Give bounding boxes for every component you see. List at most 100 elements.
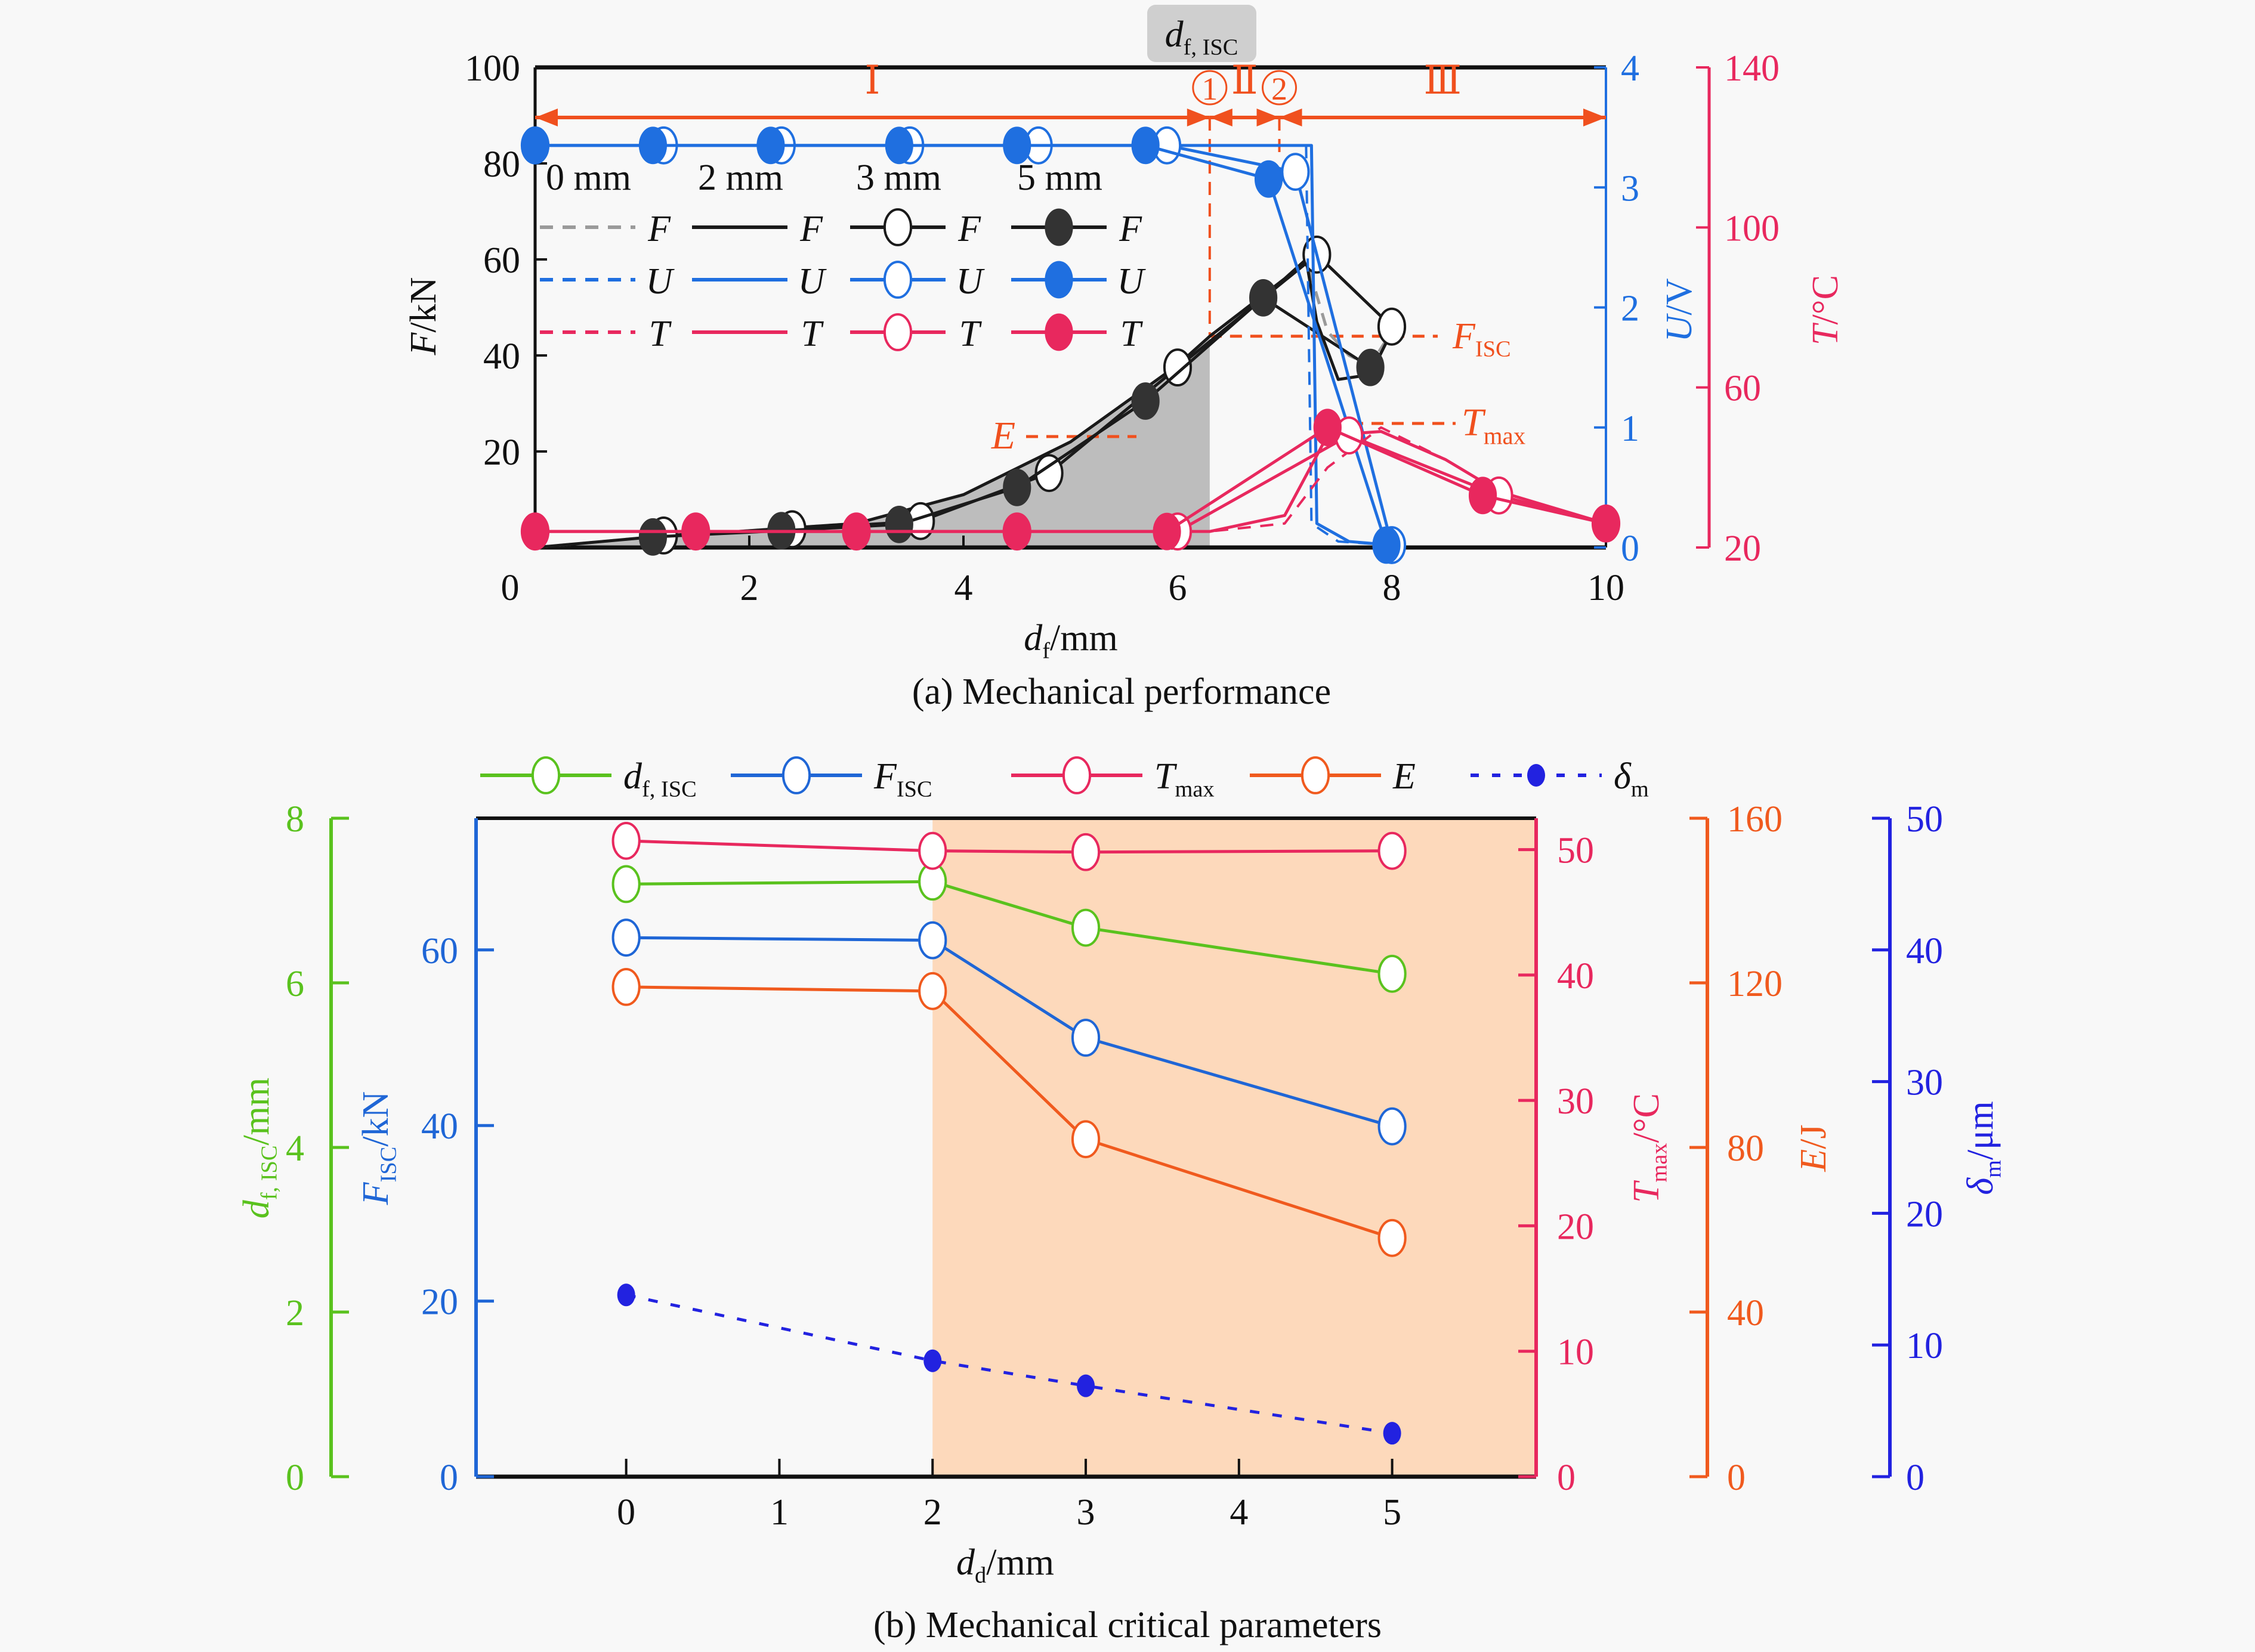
data-point bbox=[681, 512, 710, 550]
x-axis-label-unit: /mm bbox=[1050, 618, 1118, 658]
delta-axis-label-text: δm/μm bbox=[1960, 1101, 2006, 1195]
data-point bbox=[1377, 831, 1407, 870]
legend-swatch-marker bbox=[1527, 764, 1545, 787]
tmax-tick-label: 20 bbox=[1557, 1206, 1594, 1247]
legend-swatch-marker bbox=[1301, 756, 1330, 794]
series-energy bbox=[611, 968, 1407, 1257]
e-annotation-main: E bbox=[991, 414, 1015, 457]
dfisc-badge-label-text: df, ISC bbox=[1165, 14, 1238, 60]
legend-label-main: E bbox=[1392, 756, 1416, 797]
data-point bbox=[611, 968, 641, 1006]
f-isc-annotation-main: F bbox=[1452, 316, 1476, 357]
tmax-annotation: Tmax bbox=[1462, 401, 1525, 450]
region-label-2: Ⅱ bbox=[1231, 59, 1258, 103]
series-u-5-mm bbox=[521, 126, 1401, 564]
d_isc-tick-label: 6 bbox=[286, 964, 304, 1004]
legend-label-text: δm bbox=[1614, 756, 1649, 802]
data-point bbox=[918, 831, 947, 870]
legend-label-text: df, ISC bbox=[623, 756, 697, 802]
legend-column-label: 5 mm bbox=[1017, 157, 1102, 198]
data-point bbox=[1377, 307, 1407, 346]
x-tick-label: 3 bbox=[1077, 1492, 1095, 1533]
tmax-tick-label: 40 bbox=[1557, 956, 1594, 997]
data-point bbox=[918, 921, 947, 960]
tmax-axis-label: Tmax/°C bbox=[1626, 1093, 1672, 1203]
t-axis-label-main: T bbox=[1805, 322, 1846, 345]
data-point bbox=[1077, 1374, 1095, 1397]
data-point bbox=[756, 126, 785, 165]
delta-tick-label: 30 bbox=[1906, 1063, 1943, 1103]
data-point bbox=[1071, 833, 1101, 871]
series-tmax bbox=[611, 821, 1407, 871]
legend-column-label: 2 mm bbox=[698, 157, 783, 198]
series-f_isc bbox=[611, 918, 1407, 1146]
legend-row-label: F bbox=[1119, 209, 1142, 249]
region-arrow-head-left bbox=[1209, 109, 1232, 126]
tmax-tick-label: 30 bbox=[1557, 1081, 1594, 1122]
x-tick-label: 2 bbox=[740, 568, 759, 608]
stage-marker-circle-1 bbox=[1192, 70, 1228, 106]
f-tick-label: 60 bbox=[483, 240, 520, 281]
legend-swatch-marker bbox=[1045, 313, 1073, 351]
data-point bbox=[1313, 409, 1342, 447]
data-point bbox=[1468, 477, 1497, 515]
legend-row-label: T bbox=[649, 314, 672, 354]
d_isc-axis-label-sub: f, ISC bbox=[257, 1145, 282, 1200]
x-tick-label: 10 bbox=[1587, 568, 1624, 608]
series-d_isc bbox=[611, 862, 1407, 993]
legend-label-main: T bbox=[1154, 756, 1178, 797]
x-axis-label-text: dd/mm bbox=[956, 1542, 1054, 1588]
d_isc-axis-label-text: df, ISC/mm bbox=[236, 1078, 282, 1218]
delta-axis-label-sub: m bbox=[1981, 1160, 2006, 1178]
legend-swatch-marker bbox=[781, 756, 811, 794]
legend-row-label: T bbox=[959, 314, 983, 354]
panel-b-critical-parameters: 0 1 2 3 4 5dd/mm(b) Mechanical critical param… bbox=[236, 756, 2006, 1645]
f_isc-axis-label-main: F bbox=[356, 1181, 396, 1205]
legend-swatch-marker bbox=[1045, 208, 1073, 246]
legend-label-sub: ISC bbox=[897, 777, 932, 802]
legend-label-text: FISC bbox=[873, 756, 932, 802]
series-line bbox=[626, 839, 1392, 854]
dfisc-badge-label-main: d bbox=[1165, 14, 1184, 55]
data-point bbox=[923, 1349, 942, 1372]
x-tick-label: 4 bbox=[1230, 1492, 1248, 1533]
panel-b-caption: (b) Mechanical critical parameters bbox=[873, 1605, 1382, 1645]
tmax-annotation-sub: max bbox=[1484, 423, 1525, 450]
series-delta bbox=[617, 1283, 1401, 1445]
d_isc-tick-label: 0 bbox=[286, 1458, 304, 1498]
x-axis-label-text: df/mm bbox=[1024, 618, 1117, 664]
tmax-annotation-main: T bbox=[1462, 401, 1486, 444]
t-tick-label: 100 bbox=[1724, 208, 1780, 249]
data-point bbox=[1131, 126, 1160, 165]
x-tick-label: 4 bbox=[954, 568, 973, 608]
series-line bbox=[626, 936, 1393, 1128]
x-tick-label: 1 bbox=[770, 1492, 789, 1533]
f-isc-annotation-sub: ISC bbox=[1475, 336, 1511, 361]
delta-tick-label: 50 bbox=[1906, 799, 1943, 840]
delta-axis-label: δm/μm bbox=[1960, 1101, 2006, 1195]
t-axis-label-unit: /°C bbox=[1805, 275, 1846, 324]
legend-row-label: U bbox=[798, 261, 827, 302]
series-line bbox=[535, 144, 1388, 546]
x-axis-label-sub: f bbox=[1042, 639, 1050, 664]
tmax-axis-label-unit: /°C bbox=[1626, 1093, 1667, 1143]
f_isc-tick-label: 60 bbox=[421, 931, 458, 972]
legend-swatch-marker bbox=[883, 261, 913, 299]
data-point bbox=[1071, 1019, 1101, 1057]
tmax-tick-label: 0 bbox=[1557, 1458, 1576, 1498]
f-axis-label-main: F bbox=[403, 332, 444, 355]
energy-tick-label: 120 bbox=[1727, 964, 1783, 1004]
x-axis-label: df/mm bbox=[1024, 618, 1117, 664]
u-axis-label-main: U bbox=[1659, 313, 1700, 342]
legend-label-main: F bbox=[873, 756, 897, 797]
u-tick-label: 3 bbox=[1621, 168, 1639, 209]
legend-label-text: E bbox=[1392, 756, 1416, 797]
f_isc-axis-label-text: FISC/kN bbox=[356, 1091, 401, 1206]
data-point bbox=[1163, 348, 1193, 387]
d_isc-axis-label-unit: /mm bbox=[236, 1078, 277, 1146]
legend-swatch-marker bbox=[1045, 261, 1073, 299]
data-point bbox=[1003, 468, 1031, 506]
series-line bbox=[626, 1293, 1392, 1435]
delta-tick-label: 0 bbox=[1906, 1458, 1925, 1498]
